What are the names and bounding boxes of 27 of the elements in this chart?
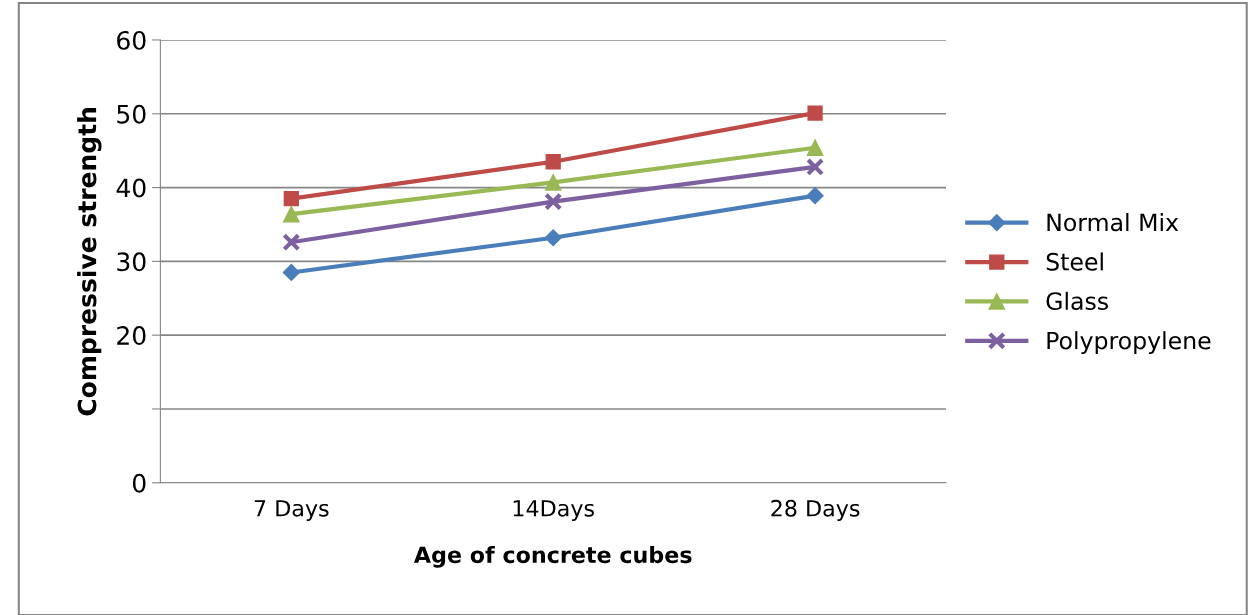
y-tick-label: 30 [117, 252, 146, 272]
y-axis-title: Compressive strength [77, 108, 102, 416]
point [806, 157, 825, 176]
legend-label: Glass [1046, 291, 1108, 311]
y-tick-label: 60 [117, 30, 146, 50]
y-tick-label: 20 [117, 326, 146, 346]
x-axis-title: Age of concrete cubes [413, 545, 692, 568]
x-tick-label: 28 Days [771, 499, 860, 521]
point [282, 263, 300, 281]
point [806, 187, 824, 205]
point [282, 205, 300, 223]
point [544, 229, 562, 247]
point [544, 192, 563, 211]
point [283, 191, 299, 207]
x-tick-label: 14Days [513, 500, 594, 521]
point [282, 233, 301, 252]
y-tick-label: 40 [116, 178, 146, 198]
point [544, 174, 562, 191]
legend-label: Normal Mix [1047, 213, 1179, 232]
y-tick-label: 50 [117, 104, 146, 124]
legend-label: Steel [1046, 252, 1103, 271]
x-tick-label: 7 Days [254, 500, 329, 521]
point [807, 105, 823, 121]
legend-label: Polypropylene [1047, 331, 1211, 355]
y-tick-label: 0 [132, 473, 146, 493]
point [806, 139, 824, 157]
point [545, 154, 561, 170]
